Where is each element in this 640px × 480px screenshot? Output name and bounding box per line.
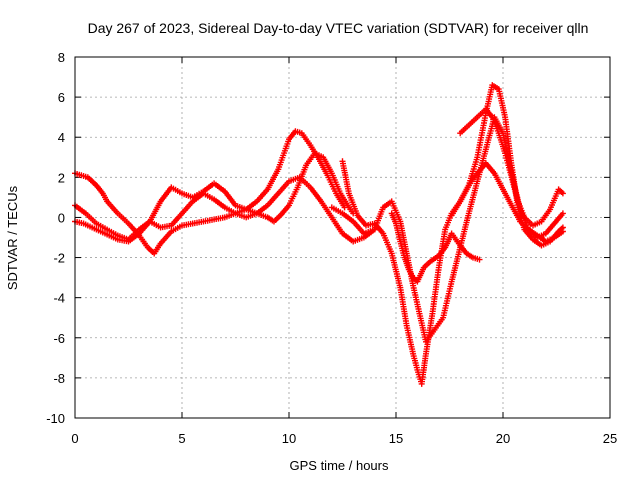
plot-frame (74, 56, 611, 419)
y-tick-label: 8 (58, 50, 65, 65)
y-tick-label: -8 (53, 371, 65, 386)
grid (75, 57, 610, 418)
y-tick-label: -6 (53, 331, 65, 346)
plus-markers (72, 150, 357, 257)
series-track-6 (388, 210, 483, 285)
y-tick-label: 4 (58, 130, 65, 145)
y-axis-label: SDTVAR / TECUs (5, 185, 20, 290)
y-tick-label: 6 (58, 90, 65, 105)
x-axis-label: GPS time / hours (290, 458, 389, 473)
x-tick-label: 5 (178, 431, 185, 446)
plus-markers (388, 210, 483, 285)
plus-markers (448, 160, 566, 245)
data-series (72, 82, 566, 387)
plus-markers (457, 106, 566, 229)
series-track-7 (448, 160, 566, 245)
y-tick-label: -4 (53, 291, 65, 306)
y-tick-label: 2 (58, 170, 65, 185)
series-track-8 (457, 106, 566, 229)
chart-title: Day 267 of 2023, Sidereal Day-to-day VTE… (88, 20, 589, 36)
x-tick-label: 25 (603, 431, 617, 446)
y-tick-label: 0 (58, 210, 65, 225)
series-track-1 (72, 150, 357, 257)
x-axis-ticks: 0 5 10 15 20 25 (71, 57, 617, 446)
x-tick-label: 0 (71, 431, 78, 446)
x-tick-label: 10 (282, 431, 296, 446)
y-tick-label: -10 (46, 411, 65, 426)
x-tick-label: 15 (389, 431, 403, 446)
x-tick-label: 20 (496, 431, 510, 446)
y-tick-label: -2 (53, 251, 65, 266)
